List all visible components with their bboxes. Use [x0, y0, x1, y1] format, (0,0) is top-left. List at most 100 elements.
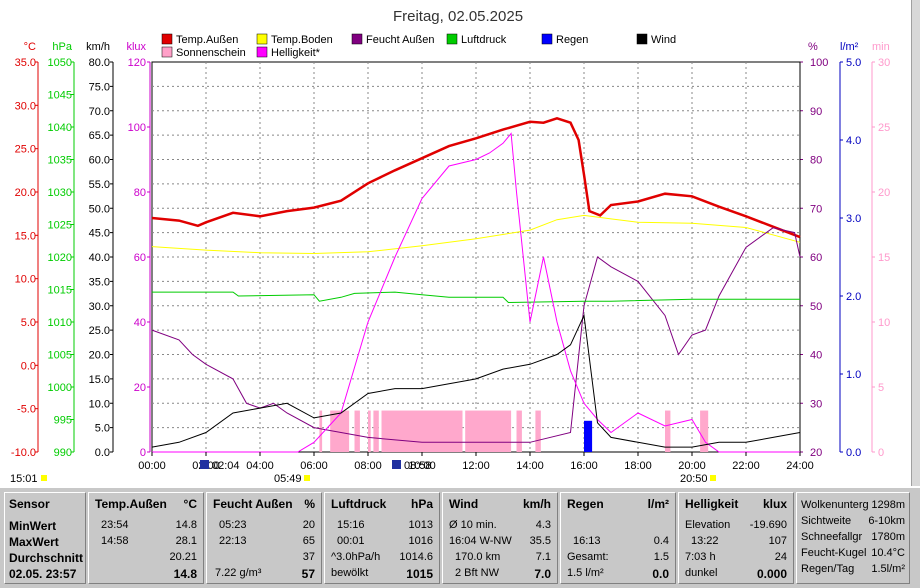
- block-sensor: Sensor MinWert MaxWert Durchschnitt 02.0…: [4, 492, 86, 584]
- cell: 16:13: [573, 535, 601, 547]
- legend-swatch: [161, 46, 173, 58]
- cell: Schneefallgr: [801, 531, 863, 543]
- cell: 24: [774, 551, 787, 563]
- min-unit-label: min: [872, 41, 890, 53]
- legend-label: Temp.Boden: [271, 34, 333, 46]
- cell: 16:04 W-NW: [449, 535, 512, 547]
- cell: 65: [302, 535, 315, 547]
- hpa-tick-label: 1010: [48, 317, 72, 329]
- hpa-tick-label: 1020: [48, 252, 72, 264]
- temp-header: Temp.Außen: [95, 497, 167, 511]
- celsius-tick-label: -5.0: [17, 404, 36, 416]
- celsius-tick-label: 30.0: [15, 100, 36, 112]
- temp-unit: °C: [183, 497, 197, 511]
- kmh-tick-label: 55.0: [89, 179, 110, 191]
- kmh-tick-label: 60.0: [89, 155, 110, 167]
- block-regen: Regen l/m² 16:13 0.4 Gesamt: 1.5 1.5 l/m…: [560, 492, 676, 584]
- time-marker-label: 08:58: [404, 460, 432, 472]
- x-axis: 00:0002:0004:0006:0008:0010:0012:0014:00…: [138, 452, 814, 472]
- row-label: MinWert: [9, 519, 57, 533]
- cell: 1016: [408, 535, 433, 547]
- klux-tick-label: 120: [128, 57, 146, 69]
- celsius-tick-label: 20.0: [15, 187, 36, 199]
- legend-swatch: [256, 33, 268, 45]
- sun-icon: [304, 475, 310, 481]
- cell: Sichtweite: [801, 515, 852, 527]
- x-tick-label: 22:00: [732, 460, 760, 472]
- time-marker-label: 02:04: [212, 460, 240, 472]
- lm2-tick-label: 2.0: [846, 291, 861, 303]
- hell-header: Helligkeit: [685, 497, 739, 511]
- sunshine-bar: [354, 410, 360, 452]
- legend-swatch: [161, 33, 173, 45]
- cell: 23:54: [101, 519, 129, 531]
- wind-unit: km/h: [522, 497, 551, 511]
- luftdruck-header: Luftdruck: [331, 497, 387, 511]
- celsius-unit-label: °C: [24, 41, 36, 53]
- cell: 7.0: [534, 567, 551, 581]
- min-tick-label: 20: [878, 187, 890, 199]
- cell: 7.1: [535, 551, 551, 563]
- sensor-header: Sensor: [9, 497, 50, 511]
- legend: Temp.Außen Temp.Boden Feucht Außen Luftdruc…: [161, 33, 676, 59]
- cell: 14.8: [173, 567, 197, 581]
- lm2-tick-label: 3.0: [846, 213, 861, 225]
- kmh-tick-label: 5.0: [95, 423, 110, 435]
- cell: 13:22: [691, 535, 719, 547]
- time-marker-label: 05:49: [274, 473, 302, 485]
- hpa-tick-label: 1030: [48, 187, 72, 199]
- cell: 7:03 h: [685, 551, 716, 563]
- min-tick-label: 10: [878, 317, 890, 329]
- cell: 20.21: [169, 551, 197, 563]
- cell: 37: [302, 551, 315, 563]
- legend-swatch: [636, 33, 648, 45]
- pct-tick-label: 20: [810, 447, 822, 459]
- kmh-tick-label: 20.0: [89, 350, 110, 362]
- lm2-tick-label: 1.0: [846, 369, 861, 381]
- sunshine-bar: [465, 410, 512, 452]
- cell: 7.22 g/m³: [215, 567, 262, 579]
- x-tick-label: 24:00: [786, 460, 814, 472]
- klux-tick-label: 0: [140, 447, 146, 459]
- weather-chart: Freitag, 02.05.2025 Temp.Außen Temp.Boden…: [10, 8, 891, 485]
- pct-tick-label: 60: [810, 252, 822, 264]
- celsius-tick-label: 15.0: [15, 230, 36, 242]
- x-tick-label: 18:00: [624, 460, 652, 472]
- cell: 00:01: [337, 535, 365, 547]
- series-luftdruck-line: [152, 291, 800, 304]
- legend-label: Sonnenschein: [176, 47, 246, 59]
- regen-header: Regen: [567, 497, 604, 511]
- series-wind-line: [151, 313, 801, 448]
- marker-sun-icon: [41, 475, 47, 481]
- cell: 0.0: [652, 567, 669, 581]
- hpa-tick-label: 990: [54, 447, 72, 459]
- hpa-tick-label: 1025: [48, 220, 72, 232]
- cell: Elevation: [685, 519, 731, 531]
- row-label: MaxWert: [9, 535, 59, 549]
- x-tick-label: 04:00: [246, 460, 274, 472]
- sunshine-bars: [319, 410, 709, 452]
- sunshine-bar: [665, 410, 671, 452]
- cell: 22:13: [219, 535, 247, 547]
- cell: 20: [302, 519, 315, 531]
- left-time-label: 15:01: [10, 473, 38, 485]
- x-tick-label: 14:00: [516, 460, 544, 472]
- celsius-tick-label: 35.0: [15, 57, 36, 69]
- min-tick-label: 30: [878, 57, 890, 69]
- cell: Ø 10 min.: [449, 519, 497, 531]
- x-tick-label: 12:00: [462, 460, 490, 472]
- block-luftdruck: Luftdruck hPa 15:16 1013 00:01 1016 ^3.0…: [324, 492, 440, 584]
- chart-title: Freitag, 02.05.2025: [393, 8, 523, 25]
- cell: 35.5: [529, 535, 551, 547]
- legend-swatch: [351, 33, 363, 45]
- klux-tick-label: 20: [134, 382, 146, 394]
- cell: 170.0 km: [455, 551, 501, 563]
- cell: Wolkenunterg: [801, 499, 869, 511]
- hpa-tick-label: 1015: [48, 285, 72, 297]
- x-tick-label: 20:00: [678, 460, 706, 472]
- pct-tick-label: 50: [810, 301, 822, 313]
- kmh-tick-label: 45.0: [89, 228, 110, 240]
- legend-label: Regen: [556, 34, 588, 46]
- cell: 1.5 l/m²: [567, 567, 604, 579]
- series-tempauen-line: [151, 116, 801, 239]
